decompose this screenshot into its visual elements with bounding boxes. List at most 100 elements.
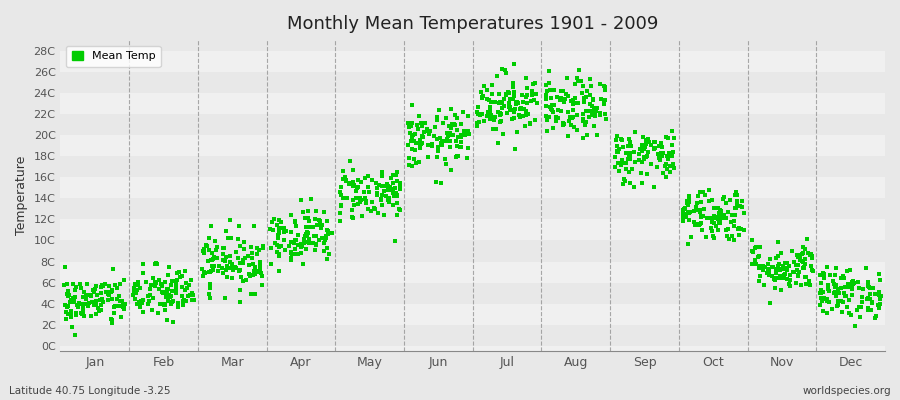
Point [150, 260, 165, 267]
Point [734, 226, 748, 232]
Point [761, 272, 776, 278]
Point [500, 110, 514, 116]
Point [444, 106, 458, 113]
Point [271, 232, 285, 238]
Point [443, 144, 457, 150]
Point [155, 283, 169, 290]
Point [70, 302, 85, 308]
Point [783, 277, 797, 283]
Point [267, 216, 282, 223]
Point [175, 293, 189, 299]
Point [752, 253, 766, 259]
Point [277, 229, 292, 236]
Point [334, 184, 348, 191]
Point [787, 258, 801, 265]
Point [58, 264, 73, 270]
Point [272, 230, 286, 236]
Point [155, 289, 169, 295]
Point [294, 197, 309, 203]
Point [158, 301, 172, 308]
Point [598, 97, 612, 103]
Point [731, 226, 745, 232]
Point [475, 93, 490, 99]
Point [860, 280, 875, 287]
Point [752, 265, 767, 272]
Point [639, 152, 653, 159]
Point [223, 235, 238, 241]
Point [678, 214, 692, 220]
Point [585, 103, 599, 109]
Point [176, 301, 191, 308]
Point [454, 139, 469, 146]
Point [694, 199, 708, 205]
Point [75, 300, 89, 307]
Point [157, 302, 171, 308]
Point [414, 132, 428, 139]
Point [385, 190, 400, 196]
Point [824, 306, 839, 312]
Point [184, 292, 198, 298]
Point [322, 230, 337, 236]
Point [813, 272, 827, 278]
Point [518, 111, 533, 118]
Point [58, 308, 73, 315]
Point [507, 115, 521, 121]
Point [543, 87, 557, 93]
Point [619, 150, 634, 156]
Point [84, 313, 98, 319]
Point [566, 107, 580, 114]
Point [337, 176, 351, 183]
Point [757, 281, 771, 288]
Point [64, 308, 78, 314]
Point [184, 290, 199, 297]
Point [94, 307, 109, 313]
Point [634, 170, 648, 176]
Point [787, 269, 801, 276]
Point [289, 251, 303, 258]
Point [166, 319, 181, 326]
Point [284, 228, 298, 235]
Point [296, 260, 310, 267]
Point [702, 198, 716, 205]
Point [706, 214, 721, 221]
Point [789, 251, 804, 258]
Point [874, 292, 888, 299]
Point [678, 205, 692, 211]
Point [440, 130, 454, 136]
Point [416, 134, 430, 140]
Point [634, 148, 649, 154]
Point [550, 94, 564, 100]
Point [108, 303, 122, 309]
Point [599, 116, 614, 122]
Point [110, 296, 124, 302]
Point [712, 213, 726, 219]
Point [407, 156, 421, 162]
Point [676, 214, 690, 220]
Point [490, 73, 504, 79]
Point [726, 223, 741, 229]
Point [716, 194, 731, 200]
Point [168, 278, 183, 284]
Point [182, 282, 196, 288]
Point [496, 130, 510, 137]
Point [454, 134, 468, 140]
Point [386, 172, 400, 178]
Point [419, 126, 434, 132]
Point [752, 278, 766, 284]
Point [750, 244, 764, 250]
Point [425, 141, 439, 147]
Point [366, 204, 381, 211]
Point [128, 296, 142, 302]
Point [178, 287, 193, 293]
Point [299, 230, 313, 237]
Point [486, 116, 500, 122]
Point [376, 183, 391, 190]
Point [545, 109, 560, 115]
Point [765, 272, 779, 279]
Point [358, 198, 373, 204]
Point [272, 226, 286, 232]
Point [567, 94, 581, 101]
Point [483, 106, 498, 112]
Point [854, 304, 868, 310]
Point [64, 309, 78, 316]
